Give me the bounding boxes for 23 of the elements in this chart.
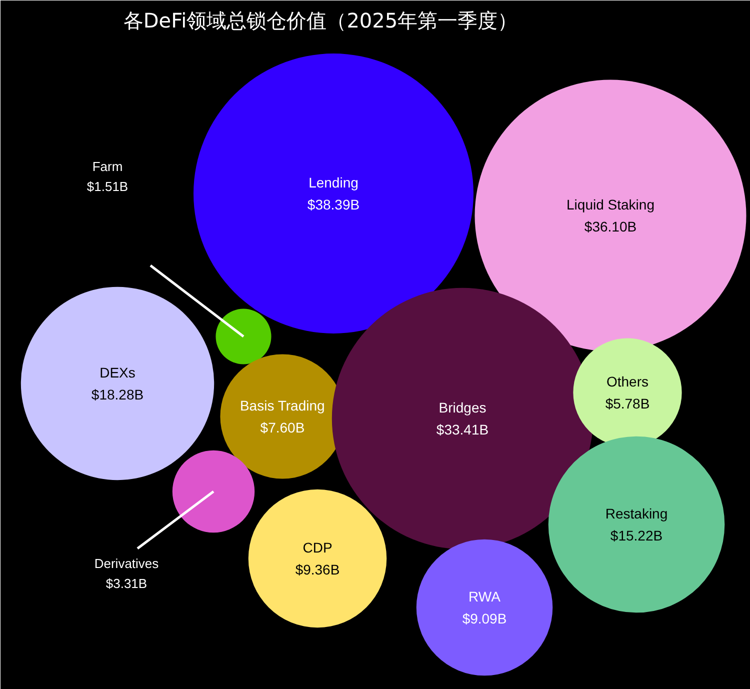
category-label: Basis Trading <box>240 398 325 414</box>
category-label: DEXs <box>100 364 136 381</box>
category-label: CDP <box>302 540 332 556</box>
data-label: $33.41B <box>436 421 489 438</box>
data-label: $36.10B <box>584 218 637 234</box>
data-label: $38.39B <box>307 196 360 212</box>
data-label: $18.28B <box>91 386 144 402</box>
data-label: $15.22B <box>610 527 663 544</box>
category-label: RWA <box>468 588 502 605</box>
data-label: $7.60B <box>260 419 305 436</box>
data-label: $1.51B <box>86 179 128 194</box>
category-label: Restaking <box>605 506 668 522</box>
category-label: Farm <box>92 158 123 174</box>
category-label: Others <box>606 374 649 390</box>
category-label: Lending <box>308 174 358 191</box>
category-label: Liquid Staking <box>566 196 654 213</box>
data-label: $3.31B <box>106 576 148 592</box>
category-label: Derivatives <box>94 556 160 571</box>
category-label: Bridges <box>438 400 486 416</box>
data-label: $9.36B <box>295 561 340 578</box>
data-label: $5.78B <box>605 395 650 412</box>
data-label: $9.09B <box>462 610 507 626</box>
text: 各DeFi领域总锁仓价值（2025年第一季度） <box>123 8 518 32</box>
